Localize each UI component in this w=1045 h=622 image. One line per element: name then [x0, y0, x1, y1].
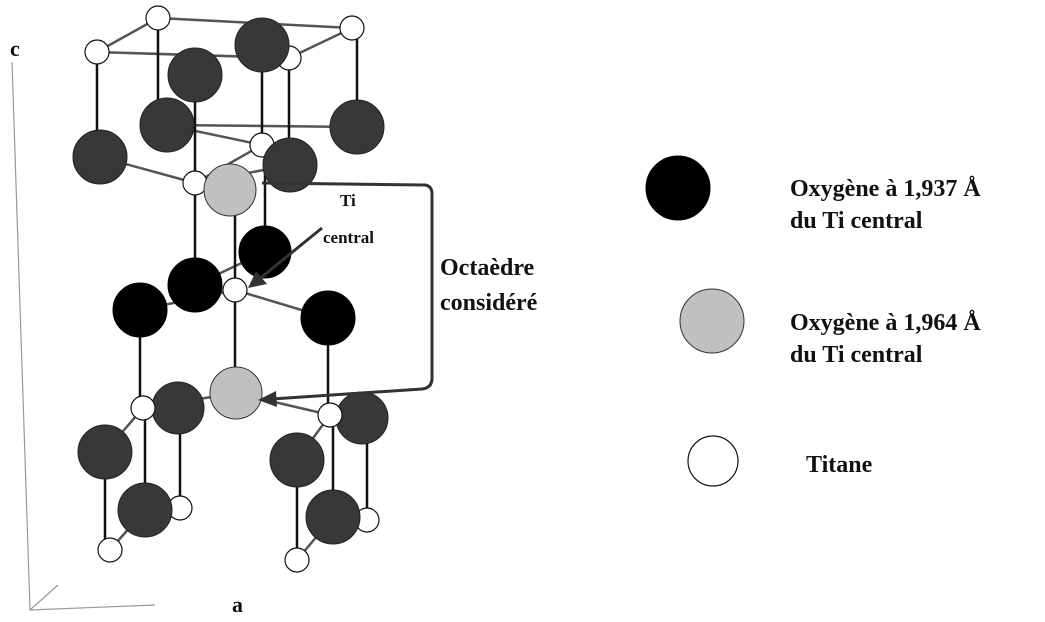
- legend: Oxygène à 1,937 Å du Ti central Oxygène …: [645, 155, 981, 487]
- axes: [11, 61, 156, 611]
- axis-a-label: a: [232, 592, 243, 617]
- legend-label: Oxygène à 1,937 Å: [790, 176, 981, 202]
- legend-swatch: [679, 288, 745, 354]
- legend-label: du Ti central: [790, 208, 923, 234]
- arrows: [248, 181, 434, 407]
- octahedron-label: Octaèdre: [440, 255, 535, 281]
- ti-label: central: [323, 228, 374, 247]
- legend-label: du Ti central: [790, 342, 923, 368]
- atoms: [72, 5, 389, 573]
- legend-label: Titane: [806, 452, 873, 478]
- ti-label: Ti: [340, 191, 356, 210]
- legend-label: Oxygène à 1,964 Å: [790, 310, 981, 336]
- octahedron-label: considéré: [440, 290, 538, 316]
- legend-swatch: [645, 155, 711, 221]
- legend-swatch: [687, 435, 739, 487]
- axis-c-label: c: [10, 36, 20, 61]
